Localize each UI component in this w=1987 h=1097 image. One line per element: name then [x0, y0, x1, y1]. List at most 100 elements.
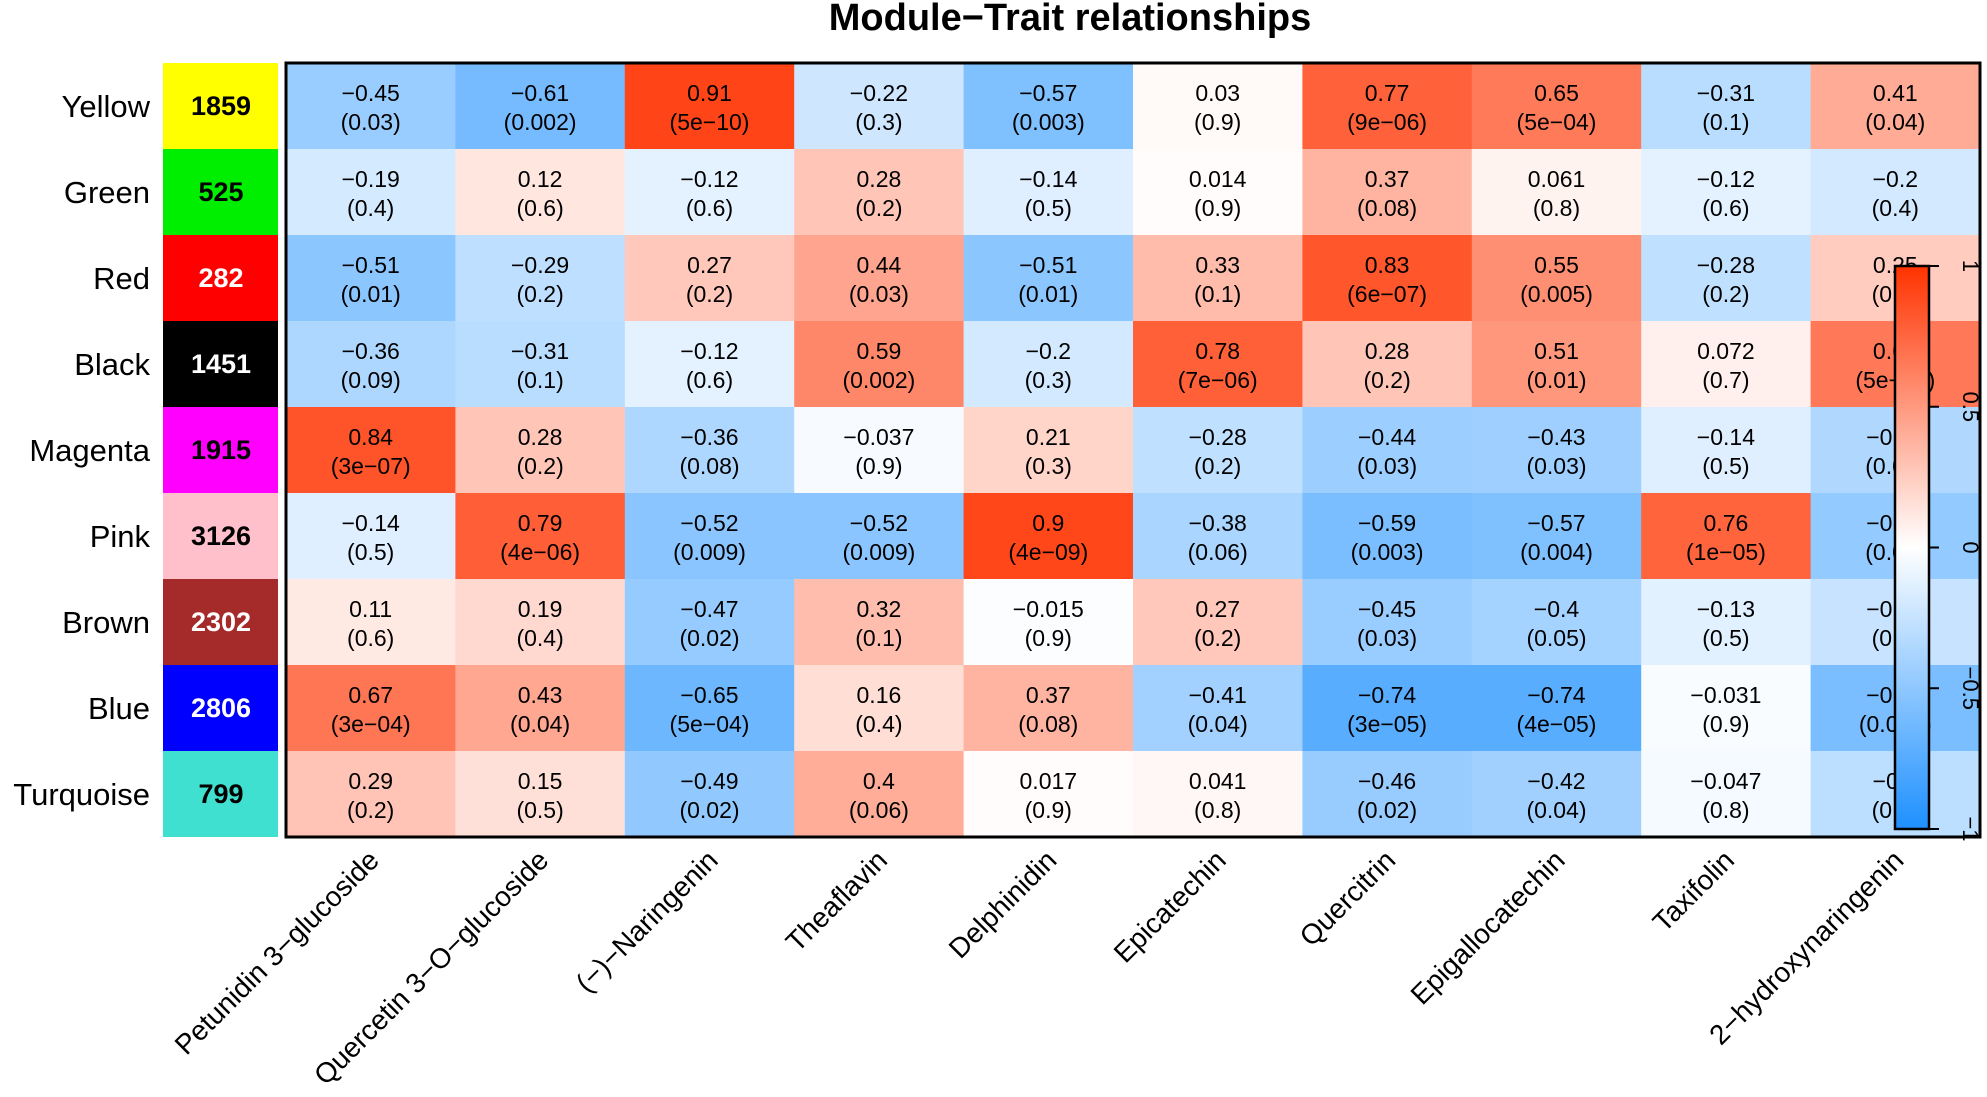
- cell-correlation-label: 0.77: [1365, 80, 1410, 106]
- heatmap-cell: [1302, 407, 1473, 494]
- heatmap-cell: [794, 665, 965, 752]
- heatmap-cell: [1133, 665, 1303, 752]
- cell-correlation-label: −0.45: [342, 80, 400, 106]
- heatmap-cell: [1641, 149, 1812, 236]
- heatmap-cell: [1810, 149, 1981, 236]
- module-size-label: 1915: [191, 435, 251, 465]
- cell-pvalue-label: (0.9): [1702, 711, 1749, 737]
- cell-pvalue-label: (0.2): [1363, 367, 1410, 393]
- heatmap-cell: [286, 665, 456, 752]
- cell-pvalue-label: (0.7): [1702, 367, 1749, 393]
- cell-correlation-label: 0.65: [1534, 80, 1579, 106]
- cell-correlation-label: 0.16: [857, 682, 902, 708]
- color-scale-bar: [1893, 264, 1931, 831]
- cell-pvalue-label: (0.02): [1357, 797, 1417, 823]
- cell-correlation-label: 0.79: [518, 510, 563, 536]
- cell-pvalue-label: (0.009): [842, 539, 915, 565]
- cell-pvalue-label: (0.06): [849, 797, 909, 823]
- cell-pvalue-label: (0.02): [679, 797, 739, 823]
- legend-tick-label: −1: [1958, 816, 1983, 841]
- heatmap-cell: [1641, 321, 1812, 408]
- row-label: Turquoise: [13, 777, 150, 812]
- module-color-block: [163, 235, 278, 321]
- cell-pvalue-label: (0.009): [673, 539, 746, 565]
- heatmap-cell: [1133, 493, 1303, 580]
- heatmap-cell: [286, 751, 456, 838]
- cell-correlation-label: −0.42: [1527, 768, 1585, 794]
- column-label: Taxifolin: [1647, 844, 1740, 937]
- module-color-block: [163, 149, 278, 235]
- heatmap-cell: [1133, 321, 1303, 408]
- cell-pvalue-label: (0.01): [1526, 367, 1586, 393]
- cell-correlation-label: −0.74: [1527, 682, 1585, 708]
- cell-correlation-label: −0.12: [1697, 166, 1755, 192]
- cell-pvalue-label: (0.4): [347, 195, 394, 221]
- heatmap-cell: [1471, 665, 1642, 752]
- heatmap-cell: [455, 149, 626, 236]
- module-color-blocks: 1859 525 282 1451 1915 3126 2302 2806 799: [163, 63, 278, 837]
- cell-pvalue-label: (0.4): [1872, 195, 1919, 221]
- heatmap-cell: [286, 149, 456, 236]
- cell-correlation-label: −0.12: [680, 166, 738, 192]
- cell-correlation-label: −0.13: [1697, 596, 1755, 622]
- cell-correlation-label: −0.29: [511, 252, 569, 278]
- heatmap-cell: [794, 579, 965, 666]
- legend-tick-label: 0: [1958, 541, 1983, 553]
- cell-correlation-label: −0.46: [1358, 768, 1416, 794]
- row-label: Brown: [62, 605, 150, 640]
- heatmap-cell: [963, 493, 1134, 580]
- heatmap-border: [284, 61, 1982, 839]
- cell-pvalue-label: (0.002): [504, 109, 577, 135]
- cell-correlation-label: 0.4: [863, 768, 895, 794]
- module-size-label: 2806: [191, 693, 251, 723]
- cell-pvalue-label: (0.03): [1357, 625, 1417, 651]
- row-label: Black: [74, 347, 150, 382]
- heatmap-cell: [1133, 235, 1303, 322]
- cell-pvalue-label: (0.04): [510, 711, 570, 737]
- heatmap-cell: [624, 493, 795, 580]
- heatmap-cell: [1471, 407, 1642, 494]
- cell-correlation-label: −0.22: [850, 80, 908, 106]
- heatmap-cell: [1471, 493, 1642, 580]
- heatmap-cell: [455, 63, 626, 150]
- cell-correlation-label: 0.59: [857, 338, 902, 364]
- cell-correlation-label: −0.43: [1527, 424, 1585, 450]
- column-label: (−)−Naringenin: [570, 844, 724, 998]
- heatmap-cell: [1471, 149, 1642, 236]
- row-label: Blue: [88, 691, 150, 726]
- cell-pvalue-label: (0.5): [1025, 195, 1072, 221]
- cell-correlation-label: −0.031: [1690, 682, 1761, 708]
- cell-pvalue-label: (0.5): [347, 539, 394, 565]
- cell-correlation-label: 0.43: [518, 682, 563, 708]
- cell-correlation-label: −0.59: [1358, 510, 1416, 536]
- cell-correlation-label: −0.51: [1019, 252, 1077, 278]
- cell-pvalue-label: (0.6): [347, 625, 394, 651]
- cell-pvalue-label: (0.1): [855, 625, 902, 651]
- module-color-block: [163, 407, 278, 493]
- cell-correlation-label: 0.29: [348, 768, 393, 794]
- cell-correlation-label: 0.03: [1195, 80, 1240, 106]
- cell-pvalue-label: (3e−07): [331, 453, 411, 479]
- heatmap-cell: [1302, 579, 1473, 666]
- cell-correlation-label: 0.41: [1873, 80, 1918, 106]
- heatmap-cell: [286, 321, 456, 408]
- heatmap-cell: [1302, 665, 1473, 752]
- cell-pvalue-label: (0.2): [1194, 453, 1241, 479]
- cell-pvalue-label: (7e−06): [1178, 367, 1258, 393]
- heatmap-cell: [794, 63, 965, 150]
- column-label: 2−hydroxynaringenin: [1703, 844, 1909, 1050]
- row-label: Red: [93, 261, 150, 296]
- color-scale-legend: −1 −0.5 0 0.5 1: [1893, 260, 1983, 842]
- cell-correlation-label: 0.072: [1697, 338, 1755, 364]
- cell-pvalue-label: (0.9): [1194, 109, 1241, 135]
- cell-correlation-label: 0.19: [518, 596, 563, 622]
- heatmap-cell: [1302, 63, 1473, 150]
- cell-pvalue-label: (0.2): [516, 453, 563, 479]
- module-color-block: [163, 751, 278, 837]
- cell-pvalue-label: (0.3): [1025, 453, 1072, 479]
- heatmap-cell: [1133, 149, 1303, 236]
- cell-correlation-label: −0.51: [342, 252, 400, 278]
- cell-correlation-label: −0.36: [680, 424, 738, 450]
- cell-pvalue-label: (4e−06): [500, 539, 580, 565]
